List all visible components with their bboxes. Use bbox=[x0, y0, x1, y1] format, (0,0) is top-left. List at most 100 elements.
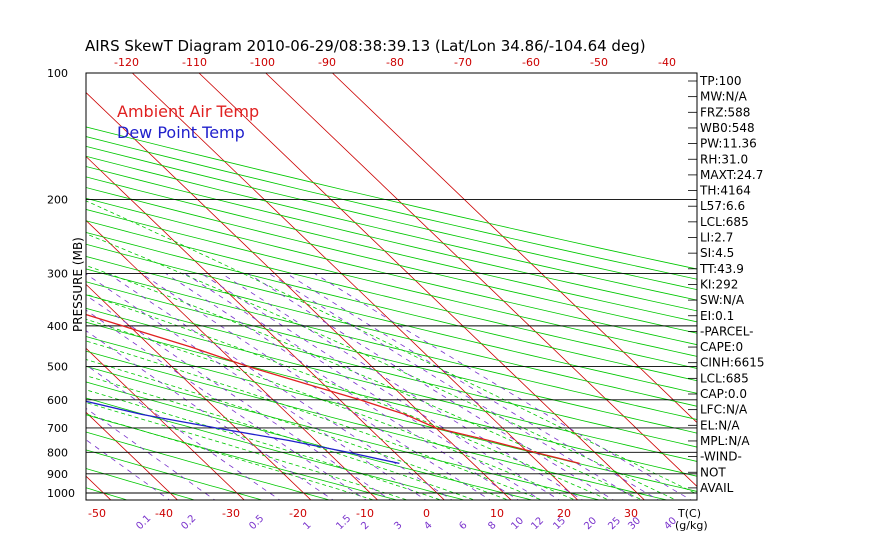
pressure-tick-label: 200 bbox=[47, 193, 68, 206]
bottom-temp-tick-label: 10 bbox=[490, 507, 504, 520]
mixing-ratio-line bbox=[165, 273, 520, 500]
index-entry: -WIND- bbox=[700, 450, 742, 464]
index-entry: LCL:685 bbox=[700, 371, 749, 385]
sounding-series bbox=[86, 313, 580, 465]
top-temp-tick-label: -120 bbox=[114, 56, 139, 69]
plot-frame bbox=[85, 72, 698, 501]
index-entry: NOT bbox=[700, 465, 726, 479]
mixing-ratio-line bbox=[286, 273, 660, 500]
pressure-tick-label: 300 bbox=[47, 267, 68, 280]
index-entry: EL:N/A bbox=[700, 418, 740, 432]
index-entry: -PARCEL- bbox=[700, 324, 754, 338]
mixing-ratio-line bbox=[221, 273, 584, 500]
dry-adiabat-line bbox=[86, 321, 697, 477]
pressure-tick-label: 400 bbox=[47, 320, 68, 333]
dry-adiabat-line bbox=[86, 176, 697, 323]
moist-adiabat-line bbox=[86, 233, 677, 500]
bottom-temp-tick-label: -50 bbox=[88, 507, 106, 520]
mixing-ratio-line bbox=[86, 407, 216, 500]
mixing-ratio-tick-label: 12 bbox=[529, 515, 546, 532]
mixing-ratio-tick-label: 25 bbox=[606, 515, 623, 532]
dry-adiabat-line bbox=[86, 136, 697, 280]
mixing-ratio-line bbox=[86, 273, 427, 500]
mixing-ratio-line bbox=[86, 309, 367, 500]
isotherm-line bbox=[86, 283, 312, 500]
dew-point-line bbox=[86, 400, 400, 465]
mixing-ratio-line bbox=[107, 273, 453, 500]
mixing-ratio-tick-label: 1.5 bbox=[334, 513, 353, 532]
mixing-ratio-tick-label: 0.5 bbox=[247, 513, 266, 532]
mixing-ratio-line bbox=[247, 273, 615, 500]
dry-adiabat-line bbox=[86, 431, 331, 500]
moist-adiabat-line bbox=[86, 375, 476, 500]
index-entry: SI:4.5 bbox=[700, 246, 734, 260]
diagram-grid bbox=[0, 73, 697, 502]
dry-adiabat-line bbox=[86, 365, 601, 500]
isotherm-line bbox=[86, 92, 512, 500]
chart-title: AIRS SkewT Diagram 2010-06-29/08:38:39.1… bbox=[85, 37, 646, 55]
dry-adiabat-line bbox=[86, 281, 697, 434]
mixing-ratio-tick-label: 1 bbox=[301, 520, 313, 532]
pressure-tick-label: 100 bbox=[47, 67, 68, 80]
pressure-tick-label: 1000 bbox=[47, 487, 75, 500]
mixing-ratio-tick-label: 2 bbox=[359, 520, 371, 532]
index-entry: LFC:N/A bbox=[700, 403, 748, 417]
index-entry: EI:0.1 bbox=[700, 309, 734, 323]
isotherm-line bbox=[0, 73, 46, 502]
dry-adiabat-line bbox=[86, 256, 697, 407]
index-entry: MPL:N/A bbox=[700, 434, 750, 448]
index-entry: MW:N/A bbox=[700, 90, 748, 104]
index-entry: PW:11.36 bbox=[700, 137, 757, 151]
moist-adiabat-line bbox=[86, 402, 409, 500]
moist-adiabat-line bbox=[86, 389, 442, 500]
pressure-tick-label: 700 bbox=[47, 422, 68, 435]
isotherm-line bbox=[265, 73, 697, 488]
bottom-temp-tick-label: -40 bbox=[155, 507, 173, 520]
moist-adiabat-line bbox=[86, 265, 644, 500]
pressure-tick-label: 600 bbox=[47, 394, 68, 407]
ambient-temp-line bbox=[86, 313, 580, 465]
dry-adiabat-line bbox=[86, 336, 697, 492]
isotherm-line bbox=[332, 73, 697, 424]
index-entry: TP:100 bbox=[699, 74, 742, 88]
mixing-ratio-tick-label: 6 bbox=[457, 520, 469, 532]
isotherm-line bbox=[86, 411, 179, 500]
mixing-ratio-tick-label: 8 bbox=[486, 520, 498, 532]
mixing-ratio-line bbox=[86, 364, 281, 500]
index-entry: LCL:685 bbox=[700, 215, 749, 229]
index-entry: CINH:6615 bbox=[700, 356, 765, 370]
index-entry: TH:4164 bbox=[699, 184, 751, 198]
top-temp-tick-label: -50 bbox=[590, 56, 608, 69]
top-temp-tick-label: -90 bbox=[318, 56, 336, 69]
index-entry: MAXT:24.7 bbox=[700, 168, 763, 182]
mixing-ratio-tick-label: 10 bbox=[509, 515, 526, 532]
y-axis-label: PRESSURE (MB) bbox=[71, 237, 85, 332]
legend-ambient-air-temp: Ambient Air Temp bbox=[117, 102, 259, 121]
bottom-temp-tick-label: 30 bbox=[624, 507, 638, 520]
moist-adiabat-line bbox=[86, 318, 577, 500]
top-temp-tick-label: -70 bbox=[454, 56, 472, 69]
top-temp-tick-label: -100 bbox=[250, 56, 275, 69]
isotherm-line bbox=[86, 347, 245, 500]
moist-adiabat-line bbox=[86, 359, 509, 500]
index-entry: CAPE:0 bbox=[700, 340, 743, 354]
dry-adiabat-line bbox=[86, 197, 697, 346]
mixing-ratio-line bbox=[86, 330, 334, 500]
index-entry: RH:31.0 bbox=[700, 152, 748, 166]
bottom-temp-tick-label: 0 bbox=[423, 507, 430, 520]
pressure-tick-label: 900 bbox=[47, 468, 68, 481]
legend-dew-point-temp: Dew Point Temp bbox=[117, 123, 245, 142]
index-entry: TT:43.9 bbox=[699, 262, 744, 276]
moist-adiabat-line bbox=[86, 293, 610, 500]
dry-adiabat-line bbox=[86, 231, 697, 382]
dry-adiabat-line bbox=[86, 209, 697, 357]
index-entry: AVAIL bbox=[700, 481, 734, 495]
bottom-temp-tick-label: 20 bbox=[557, 507, 571, 520]
mixing-ratio-tick-label: 4 bbox=[422, 520, 434, 532]
dry-adiabat-line bbox=[86, 220, 697, 369]
mixing-ratio-line bbox=[140, 273, 491, 500]
dry-adiabat-line bbox=[86, 268, 697, 420]
dry-adiabat-line bbox=[86, 449, 264, 500]
